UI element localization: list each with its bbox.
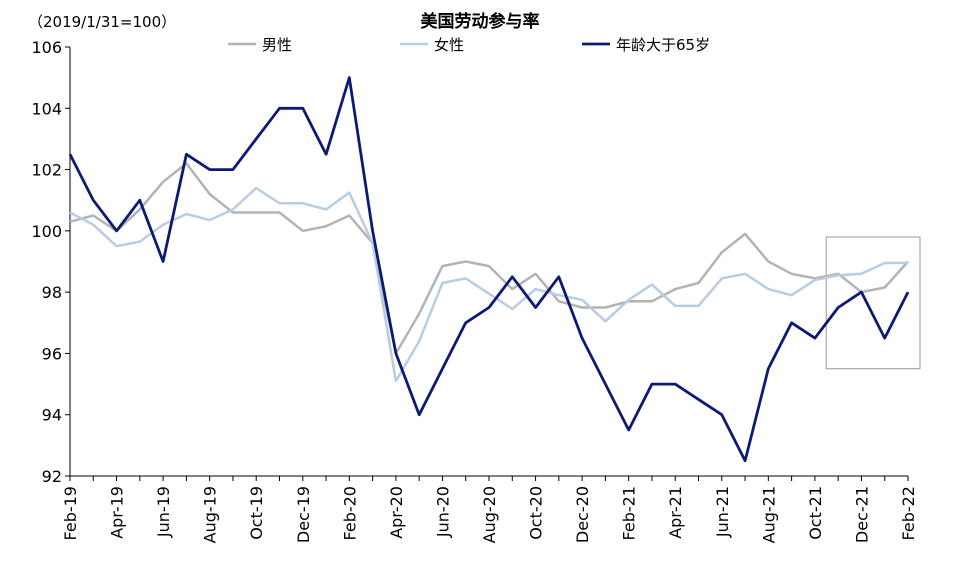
legend-label: 年龄大于65岁 — [616, 36, 710, 54]
series-line-1 — [69, 186, 908, 383]
x-tick-label: Aug-21 — [759, 486, 778, 543]
legend-label: 男性 — [262, 36, 292, 54]
x-tick-label: Dec-20 — [573, 486, 592, 543]
annotation-box — [825, 236, 921, 370]
chart-title: 美国劳动参与率 — [421, 11, 540, 32]
highlight-rect — [825, 236, 921, 370]
x-tick-label: Feb-19 — [61, 486, 80, 540]
legend: 男性 女性 年龄大于65岁 — [228, 36, 710, 54]
x-axis: Feb-19 Apr-19 Jun-19 Aug-19 Oct-19 Dec-19 Feb-… — [61, 475, 918, 543]
series-lines — [68, 76, 910, 463]
series-line-0 — [69, 162, 909, 355]
series-line-2 — [68, 76, 910, 463]
x-tick-label: Dec-19 — [294, 486, 313, 543]
y-axis: 92 94 96 98 100 102 104 106 — [31, 38, 71, 486]
x-tick-label: Aug-19 — [201, 486, 220, 543]
y-tick-label: 106 — [31, 38, 62, 57]
y-tick-label: 94 — [42, 406, 62, 425]
x-tick-label: Apr-21 — [666, 486, 685, 539]
x-tick-label: Feb-21 — [620, 486, 639, 540]
x-tick-label: Aug-20 — [480, 486, 499, 543]
legend-label: 女性 — [434, 36, 464, 54]
x-tick-label: Apr-19 — [108, 486, 127, 539]
x-tick-label: Oct-19 — [247, 486, 266, 540]
y-tick-label: 92 — [42, 467, 62, 486]
x-tick-label: Jun-21 — [713, 486, 732, 538]
x-tick-label: Jun-20 — [433, 486, 452, 538]
x-tick-label: Feb-20 — [340, 486, 359, 540]
chart-subtitle: （2019/1/31=100） — [28, 13, 176, 31]
x-tick-label: Dec-21 — [852, 486, 871, 543]
x-tick-label: Oct-21 — [806, 486, 825, 540]
x-tick-label: Apr-20 — [387, 486, 406, 539]
y-tick-label: 96 — [42, 344, 62, 363]
x-tick-label: Oct-20 — [527, 486, 546, 540]
y-tick-label: 100 — [31, 222, 62, 241]
x-tick-label: Jun-19 — [154, 486, 173, 538]
y-tick-label: 104 — [31, 99, 62, 118]
y-tick-label: 102 — [31, 161, 62, 180]
y-tick-label: 98 — [42, 283, 62, 302]
x-tick-label: Feb-22 — [899, 486, 918, 540]
